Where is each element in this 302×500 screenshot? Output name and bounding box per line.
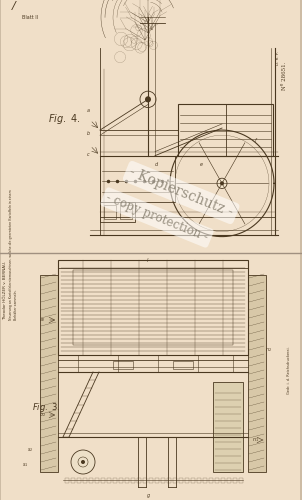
Text: D. n. P.: D. n. P. xyxy=(276,50,280,64)
Text: e: e xyxy=(200,162,203,167)
Circle shape xyxy=(217,178,227,188)
Bar xyxy=(137,478,141,483)
Circle shape xyxy=(71,450,95,474)
Bar xyxy=(179,478,183,483)
Bar xyxy=(89,478,93,483)
Bar xyxy=(185,478,189,483)
Bar xyxy=(173,361,193,369)
Bar xyxy=(58,260,248,355)
Text: /: / xyxy=(12,1,16,11)
Text: Blatt II: Blatt II xyxy=(22,16,38,20)
Text: $b_2$: $b_2$ xyxy=(39,410,46,420)
Bar xyxy=(149,478,153,483)
Bar xyxy=(65,478,69,483)
Bar xyxy=(215,478,219,483)
Bar xyxy=(143,478,147,483)
Bar xyxy=(71,478,75,483)
Bar xyxy=(248,275,266,472)
Bar xyxy=(203,478,207,483)
Text: Nº 28651.: Nº 28651. xyxy=(281,62,287,90)
Text: Behälter sammeln.: Behälter sammeln. xyxy=(14,290,18,320)
Text: f: f xyxy=(255,138,257,143)
Text: d: d xyxy=(155,162,158,167)
Text: a: a xyxy=(87,108,90,112)
Text: $l$: $l$ xyxy=(146,256,150,264)
Bar xyxy=(104,205,116,219)
Circle shape xyxy=(145,96,151,102)
Bar xyxy=(233,478,237,483)
Text: c: c xyxy=(87,152,90,156)
Bar xyxy=(221,478,225,483)
Bar xyxy=(125,478,129,483)
Bar xyxy=(173,478,177,483)
Text: - copy protection -: - copy protection - xyxy=(104,191,210,244)
Bar xyxy=(167,478,171,483)
Circle shape xyxy=(220,182,224,186)
Text: $g$: $g$ xyxy=(146,492,150,500)
Bar xyxy=(83,478,87,483)
Text: - Kopierschutz -: - Kopierschutz - xyxy=(127,166,235,220)
Bar xyxy=(191,478,195,483)
Text: $n_2$: $n_2$ xyxy=(265,346,271,354)
Bar xyxy=(113,478,117,483)
Bar xyxy=(213,382,243,472)
Bar xyxy=(197,478,201,483)
Bar xyxy=(77,478,81,483)
Bar xyxy=(131,478,135,483)
Bar xyxy=(178,104,273,156)
Text: $\mathit{s_2}$: $\mathit{s_2}$ xyxy=(27,446,33,454)
Bar xyxy=(209,478,213,483)
Text: $\mathit{Fig.\ 3.}$: $\mathit{Fig.\ 3.}$ xyxy=(32,401,60,414)
Bar xyxy=(100,156,175,202)
Bar xyxy=(113,361,133,369)
Bar xyxy=(73,270,233,345)
Text: $\mathit{Fig.\ 4.}$: $\mathit{Fig.\ 4.}$ xyxy=(48,112,81,126)
Text: Neuerung an Kartoffelerntemaschinen, welche die geernteten Kartoffeln in einem: Neuerung an Kartoffelerntemaschinen, wel… xyxy=(9,189,13,320)
Text: $n_1$: $n_1$ xyxy=(252,436,259,444)
Bar xyxy=(100,202,135,222)
Bar xyxy=(40,275,58,472)
Bar xyxy=(161,478,165,483)
Bar xyxy=(95,478,99,483)
Bar xyxy=(227,478,231,483)
Bar xyxy=(119,478,123,483)
Bar xyxy=(107,478,111,483)
Bar xyxy=(120,205,132,219)
Text: Gedr. i. d. Reichsdruckerei.: Gedr. i. d. Reichsdruckerei. xyxy=(287,346,291,394)
Text: Theodor HÖLZER v. BERNAU.: Theodor HÖLZER v. BERNAU. xyxy=(3,260,7,320)
Circle shape xyxy=(81,460,85,464)
Text: $\mathit{s_1}$: $\mathit{s_1}$ xyxy=(22,461,28,469)
Text: b: b xyxy=(87,131,90,136)
Bar xyxy=(101,478,105,483)
Bar xyxy=(239,478,243,483)
Bar xyxy=(155,478,159,483)
Text: $a_2$: $a_2$ xyxy=(39,316,45,324)
